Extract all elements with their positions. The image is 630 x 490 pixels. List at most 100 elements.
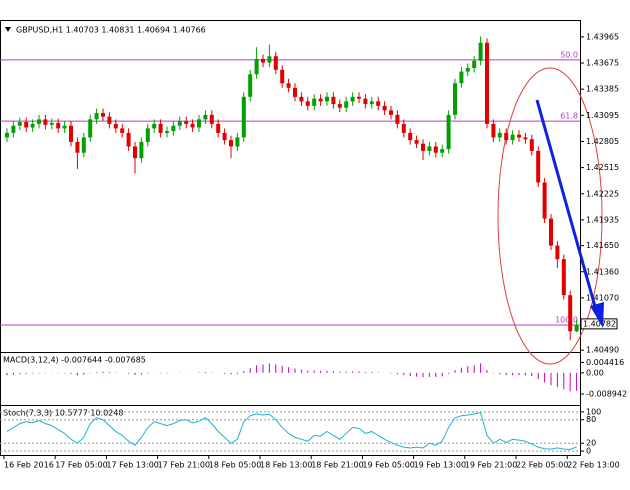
y-tick-label: 1.40490 bbox=[586, 346, 619, 355]
candle-body bbox=[152, 123, 157, 129]
fibo-label: 61.8 bbox=[560, 112, 578, 121]
candle-body bbox=[177, 121, 182, 126]
x-tick-label: 18 Feb 05:00 bbox=[209, 461, 261, 470]
candle-body bbox=[254, 58, 259, 75]
chart-title: GBPUSD,H1 1.40703 1.40831 1.40694 1.4076… bbox=[16, 26, 206, 35]
candle-body bbox=[549, 218, 553, 246]
candle-body bbox=[62, 125, 67, 129]
candle-body bbox=[433, 146, 438, 153]
candle-body bbox=[113, 123, 118, 129]
candle-body bbox=[363, 98, 368, 105]
current-price-label: 1.40782 bbox=[583, 319, 616, 328]
candle-body bbox=[389, 110, 393, 115]
x-tick-label: 22 Feb 05:00 bbox=[516, 461, 568, 470]
candle-body bbox=[5, 132, 9, 138]
candle-body bbox=[440, 149, 445, 153]
candle-body bbox=[165, 131, 169, 133]
candle-body bbox=[497, 132, 502, 138]
x-tick-label: 16 Feb 2016 bbox=[4, 461, 54, 470]
y-tick-label: 100 bbox=[586, 407, 601, 416]
candle-body bbox=[421, 143, 425, 151]
candle-body bbox=[510, 134, 515, 141]
candle-body bbox=[555, 245, 560, 260]
annotation-ellipse bbox=[497, 67, 603, 365]
candle-body bbox=[561, 259, 566, 296]
candle-body bbox=[222, 132, 227, 141]
y-tick-label: 1.41360 bbox=[586, 267, 619, 276]
candle-body bbox=[229, 140, 233, 147]
candle-body bbox=[101, 113, 105, 117]
candle-body bbox=[453, 83, 457, 115]
candle-body bbox=[542, 182, 547, 219]
candle-body bbox=[17, 122, 22, 126]
candle-body bbox=[197, 119, 201, 128]
y-tick-label: 1.43095 bbox=[586, 111, 619, 120]
candle-body bbox=[318, 98, 323, 102]
candle-body bbox=[56, 122, 61, 129]
candle-body bbox=[203, 114, 208, 120]
candle-body bbox=[357, 96, 361, 99]
fibo-label: 100.0 bbox=[555, 315, 578, 324]
candle-body bbox=[158, 123, 163, 133]
y-tick-label: 1.41650 bbox=[586, 241, 619, 250]
candle-body bbox=[504, 132, 509, 141]
candle-body bbox=[37, 119, 41, 124]
candle-body bbox=[408, 132, 413, 141]
candle-body bbox=[517, 134, 521, 138]
candle-body bbox=[414, 140, 419, 144]
plot-frame bbox=[0, 20, 581, 456]
candle-body bbox=[107, 116, 112, 124]
menu-triangle bbox=[5, 27, 11, 32]
candle-body bbox=[459, 71, 464, 84]
candle-body bbox=[133, 146, 137, 159]
candle-body bbox=[293, 87, 297, 97]
candle-body bbox=[382, 105, 387, 111]
y-tick-label: 1.41070 bbox=[586, 293, 619, 302]
candle-body bbox=[350, 96, 355, 102]
y-tick-label: 1.41935 bbox=[586, 215, 619, 224]
candle-body bbox=[286, 83, 291, 88]
candle-body bbox=[485, 42, 489, 124]
y-tick-label: 20 bbox=[586, 439, 596, 448]
candle-body bbox=[11, 125, 16, 133]
x-tick-label: 19 Feb 21:00 bbox=[465, 461, 517, 470]
candle-body bbox=[88, 119, 93, 138]
candle-body bbox=[43, 119, 48, 125]
x-tick-label: 19 Feb 05:00 bbox=[362, 461, 414, 470]
candle-body bbox=[376, 101, 381, 106]
candle-body bbox=[273, 56, 278, 70]
candle-body bbox=[81, 137, 86, 153]
candle-body bbox=[94, 113, 99, 120]
stoch-line bbox=[6, 412, 577, 451]
candle-body bbox=[280, 69, 285, 84]
candle-body bbox=[235, 137, 240, 147]
candle-body bbox=[344, 101, 349, 108]
candle-body bbox=[491, 123, 496, 138]
y-tick-label: 80 bbox=[586, 415, 596, 424]
candle-body bbox=[299, 96, 304, 102]
x-tick-label: 17 Feb 21:00 bbox=[158, 461, 210, 470]
annotation-arrow bbox=[535, 99, 598, 311]
candle-body bbox=[209, 114, 214, 124]
x-tick-label: 18 Feb 21:00 bbox=[311, 461, 363, 470]
candle-body bbox=[472, 60, 477, 68]
annotation-arrowhead bbox=[590, 302, 604, 328]
candle-body bbox=[190, 123, 195, 128]
candle-body bbox=[305, 101, 310, 106]
y-tick-label: -0.008942 bbox=[586, 389, 627, 398]
candle-body bbox=[337, 104, 342, 108]
x-tick-label: 19 Feb 13:00 bbox=[414, 461, 466, 470]
y-tick-label: 1.42225 bbox=[586, 189, 619, 198]
candle-body bbox=[574, 324, 579, 332]
candle-body bbox=[24, 122, 29, 128]
y-tick-label: 1.42805 bbox=[586, 137, 619, 146]
y-tick-label: 0 bbox=[586, 447, 591, 456]
candle-body bbox=[49, 122, 54, 125]
candle-body bbox=[184, 121, 189, 124]
y-tick-label: 0.004416 bbox=[586, 358, 624, 367]
candle-body bbox=[216, 123, 221, 133]
candle-body bbox=[267, 56, 272, 63]
candle-body bbox=[331, 96, 336, 105]
